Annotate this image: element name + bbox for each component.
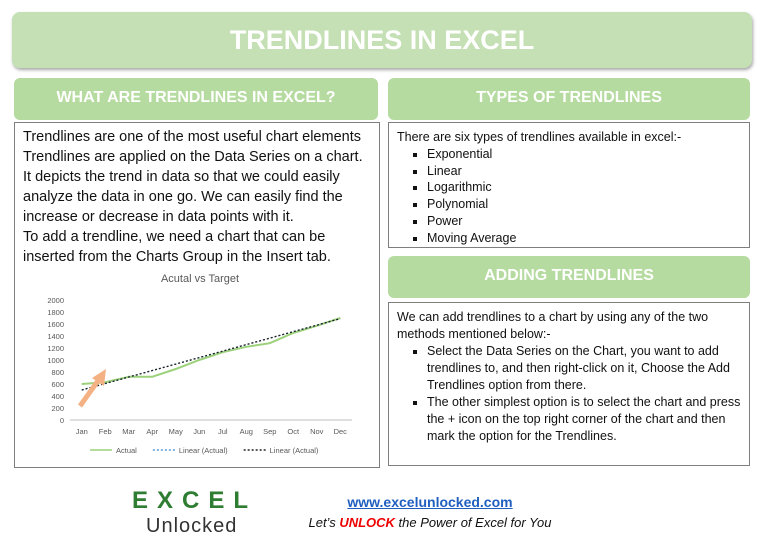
section-heading: ADDING TRENDLINES (388, 256, 750, 298)
y-tick-label: 1200 (47, 344, 64, 353)
x-tick-label: May (169, 427, 183, 436)
logo: EXCEL Unlocked (132, 488, 272, 544)
data-line (81, 317, 341, 385)
y-tick-label: 1400 (47, 332, 64, 341)
intro: We can add trendlines to a chart by usin… (397, 310, 709, 341)
list-item: Logarithmic (427, 179, 741, 196)
tagline-emphasis: UNLOCK (339, 515, 395, 530)
tagline-text: the Power of Excel for You (394, 515, 552, 530)
paragraph: Trendlines are one of the most useful ch… (23, 129, 361, 145)
y-tick-label: 1600 (47, 320, 64, 329)
x-tick-label: Jun (193, 427, 205, 436)
y-tick-label: 200 (51, 404, 64, 413)
x-tick-label: Aug (240, 427, 253, 436)
x-tick-label: Sep (263, 427, 276, 436)
x-tick-label: Apr (146, 427, 158, 436)
logo-text: Unlocked (146, 515, 238, 537)
text-box: We can add trendlines to a chart by usin… (388, 302, 750, 466)
x-tick-label: Mar (122, 427, 135, 436)
legend-label: Actual (116, 446, 137, 455)
x-tick-label: Jul (218, 427, 228, 436)
list-item: Linear (427, 163, 741, 180)
url[interactable]: www.excelunlocked.com (347, 494, 513, 510)
legend-label: Linear (Actual) (179, 446, 228, 455)
x-tick-label: Jan (76, 427, 88, 436)
list-item: Select the Data Series on the Chart, you… (427, 343, 741, 394)
y-tick-label: 600 (51, 380, 64, 389)
section-heading: TYPES OF TRENDLINES (388, 78, 750, 120)
y-tick-label: 0 (60, 416, 64, 425)
list-item: Power (427, 213, 741, 230)
list-item: Exponential (427, 146, 741, 163)
text-box: Trendlines are one of the most useful ch… (14, 122, 380, 468)
arrow (77, 376, 103, 408)
list: ExponentialLinearLogarithmicPolynomialPo… (397, 146, 741, 247)
y-tick-label: 800 (51, 368, 64, 377)
chart: Acutal vs Target 0 200 400 600 800 1000 1200 14… (47, 273, 352, 455)
list-item: Moving Average (427, 230, 741, 247)
arrow-head (92, 369, 106, 386)
y-tick-label: 1000 (47, 356, 64, 365)
tagline-text: Let’s (308, 515, 340, 530)
chart-title: Acutal vs Target (161, 273, 239, 285)
list-item: Polynomial (427, 196, 741, 213)
text-box: There are six types of trendlines availa… (388, 122, 750, 248)
legend-label: Linear (Actual) (270, 446, 319, 455)
x-tick-label: Nov (310, 427, 324, 436)
paragraph: To add a trendline, we need a chart that… (23, 229, 331, 265)
section-heading: WHAT ARE TRENDLINES IN EXCEL? (14, 78, 378, 120)
list-item: The other simplest option is to select t… (427, 394, 741, 445)
y-tick-label: 400 (51, 392, 64, 401)
data-line (81, 317, 341, 391)
intro: There are six types of trendlines availa… (397, 130, 682, 144)
tagline: Let’s UNLOCK the Power of Excel for You (270, 515, 590, 530)
x-tick-label: Dec (334, 427, 348, 436)
x-tick-label: Feb (99, 427, 112, 436)
x-tick-label: Oct (287, 427, 300, 436)
y-tick-label: 2000 (47, 296, 64, 305)
paragraph: Trendlines are applied on the Data Serie… (23, 149, 363, 225)
y-tick-label: 1800 (47, 308, 64, 317)
logo-text: EXCEL (132, 487, 258, 514)
list: Select the Data Series on the Chart, you… (397, 343, 741, 445)
page-title: TRENDLINES IN EXCEL (12, 12, 752, 68)
